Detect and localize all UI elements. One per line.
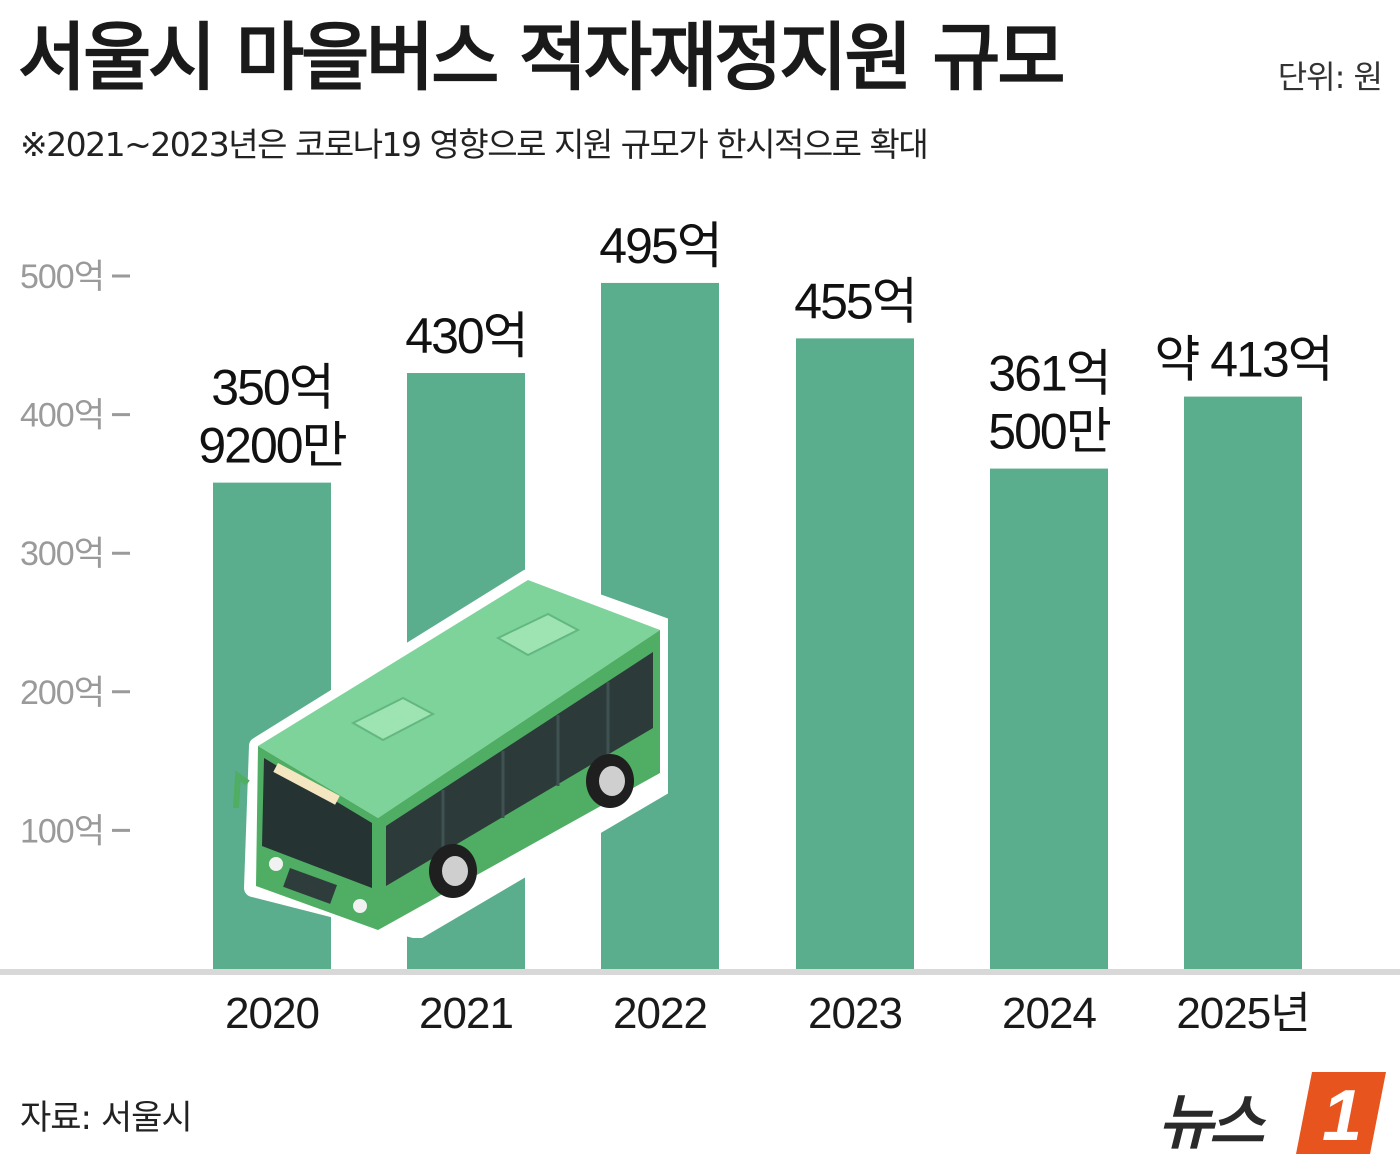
x-axis-baseline — [0, 969, 1400, 975]
chart-title: 서울시 마을버스 적자재정지원 규모 — [18, 15, 1065, 101]
data-label: 430억 — [405, 308, 526, 364]
bar-2024 — [990, 468, 1108, 969]
y-tick-label: 100억 — [20, 812, 104, 850]
logo-mark-text: 1 — [1322, 1076, 1362, 1156]
data-label: 455억 — [794, 273, 915, 329]
bus-windshield — [262, 758, 372, 888]
logo-text: 뉴스 — [1158, 1088, 1264, 1158]
data-label: 361억 — [988, 346, 1109, 402]
source-label: 자료: 서울시 — [20, 1098, 193, 1138]
bus-wheel-front — [429, 844, 477, 898]
bus-side-windows — [386, 652, 653, 886]
data-label: 약 413억 — [1154, 332, 1331, 388]
bar-2023 — [796, 338, 914, 969]
data-label: 495억 — [599, 218, 720, 274]
y-tick-label: 400억 — [20, 397, 104, 435]
x-tick-label: 2021 — [419, 989, 513, 1038]
roof-vent-front — [350, 696, 436, 742]
x-tick-label: 2022 — [613, 989, 707, 1038]
bus-wheel-rear — [586, 754, 634, 808]
data-label: 9200만 — [198, 418, 346, 474]
bus-illustration — [233, 569, 668, 938]
y-tick-label: 200억 — [20, 674, 104, 712]
data-label: 500만 — [988, 404, 1110, 460]
logo-mark-icon: 1 — [1296, 1072, 1386, 1156]
chart-note: ※2021~2023년은 코로나19 영향으로 지원 규모가 한시적으로 확대 — [20, 125, 929, 164]
bar-chart: 100억 200억 300억 400억 500억 2020 2021 2022 2023 2024… — [0, 218, 1400, 1038]
data-label: 350억 — [211, 360, 332, 416]
y-tick-label: 500억 — [20, 258, 104, 296]
x-tick-label: 2024 — [1002, 989, 1096, 1038]
news1-logo: 뉴스 1 — [1158, 1068, 1394, 1158]
x-tick-label: 2023 — [808, 989, 902, 1038]
roof-vent-rear — [495, 612, 581, 657]
x-tick-label: 2020 — [225, 989, 319, 1038]
x-tick-label: 2025년 — [1176, 989, 1309, 1038]
unit-label: 단위: 원 — [1277, 58, 1383, 96]
y-tick-label: 300억 — [20, 535, 104, 573]
bar-2025년 — [1184, 396, 1302, 969]
